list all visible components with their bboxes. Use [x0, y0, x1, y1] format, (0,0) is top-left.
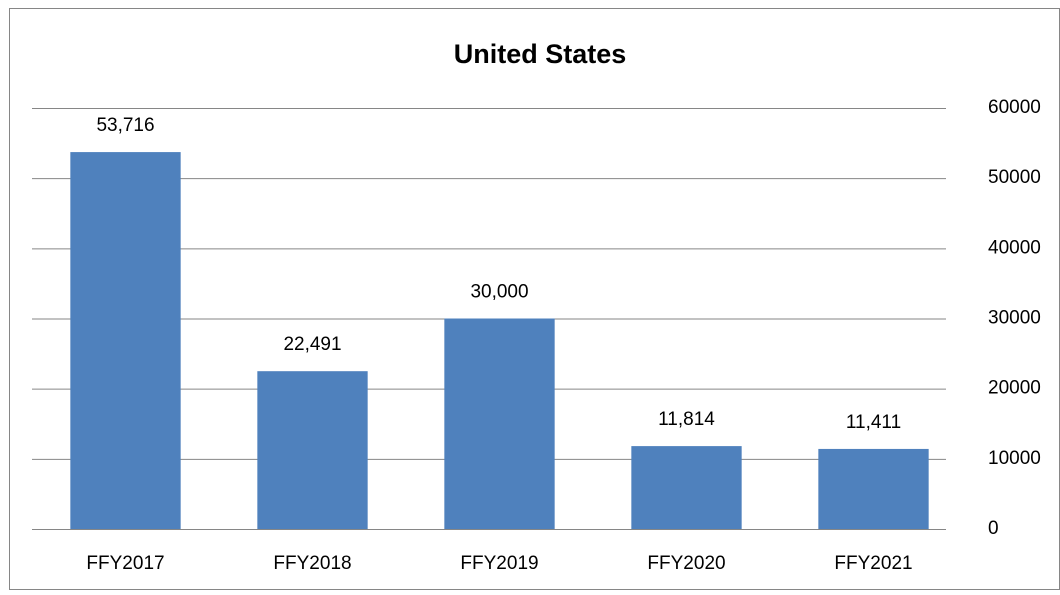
data-label: 11,814 [658, 409, 715, 430]
y-tick-label: 20000 [988, 378, 1041, 399]
y-tick-label: 10000 [988, 448, 1041, 469]
data-label: 11,411 [846, 412, 901, 433]
data-label: 30,000 [470, 282, 528, 303]
x-tick-label: FFY2020 [647, 553, 725, 574]
x-tick-label: FFY2018 [273, 553, 351, 574]
bar [444, 318, 555, 529]
bar [631, 446, 742, 529]
x-tick-label: FFY2019 [460, 553, 538, 574]
x-tick-label: FFY2017 [86, 553, 164, 574]
x-tick-label: FFY2021 [834, 553, 912, 574]
bar [257, 371, 368, 529]
bar [70, 152, 181, 530]
y-tick-label: 30000 [988, 308, 1041, 329]
data-label: 53,716 [96, 115, 154, 136]
bar [818, 448, 929, 529]
y-tick-label: 0 [988, 518, 999, 539]
data-label: 22,491 [283, 334, 341, 355]
y-tick-label: 40000 [988, 237, 1041, 258]
chart-title: United States [454, 39, 627, 69]
y-tick-label: 50000 [988, 167, 1041, 188]
y-tick-label: 60000 [988, 97, 1041, 118]
